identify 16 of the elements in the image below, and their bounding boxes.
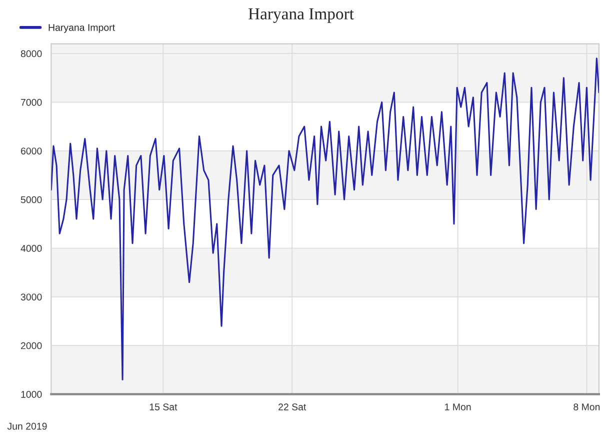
- y-tick-label: 3000: [20, 294, 42, 300]
- y-tick-label: 8000: [20, 50, 42, 58]
- legend-label: Haryana Import: [48, 24, 115, 33]
- chart-title: Haryana Import: [248, 8, 354, 23]
- x-tick-label: 22 Sat: [278, 403, 306, 410]
- y-tick-label: 6000: [21, 148, 42, 154]
- y-tick-label: 4000: [20, 244, 42, 252]
- y-tick-label: 2000: [21, 342, 42, 350]
- x-tick-label: 1 Mon: [445, 404, 471, 410]
- y-tick-label: 5000: [20, 196, 42, 204]
- x-tick-label: 15 Sat: [150, 403, 178, 410]
- y-tick-label: 1000: [21, 390, 42, 398]
- line-series: [51, 58, 599, 380]
- x-tick-label: 8 Mon: [574, 403, 600, 410]
- y-tick-label: 7000: [21, 98, 42, 106]
- text: Jun 2019: [7, 422, 47, 430]
